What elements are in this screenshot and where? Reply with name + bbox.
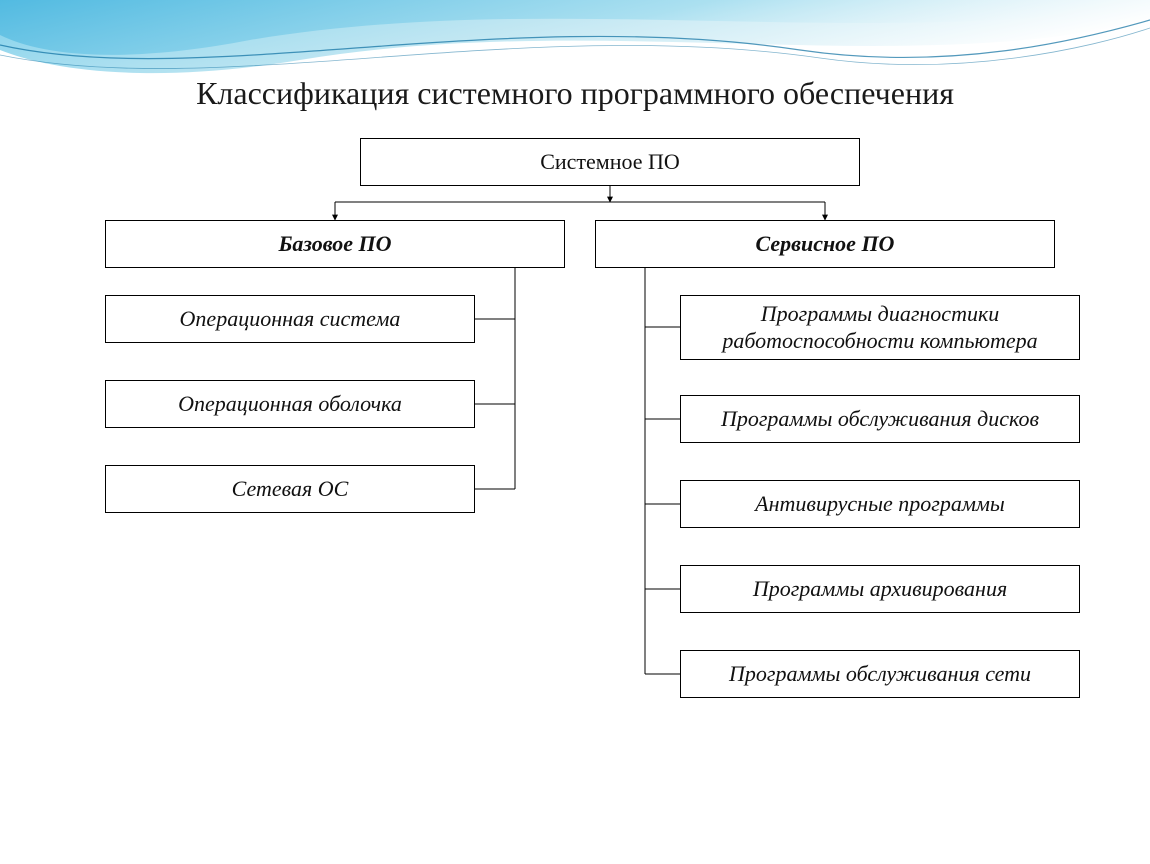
node-shell-label: Операционная оболочка (178, 391, 402, 417)
node-netserv: Программы обслуживания сети (680, 650, 1080, 698)
node-root: Системное ПО (360, 138, 860, 186)
node-os-label: Операционная система (180, 306, 401, 332)
node-root-label: Системное ПО (540, 149, 680, 175)
node-arch-label: Программы архивирования (753, 576, 1007, 602)
node-service: Сервисное ПО (595, 220, 1055, 268)
node-disk: Программы обслуживания дисков (680, 395, 1080, 443)
node-shell: Операционная оболочка (105, 380, 475, 428)
node-diag-label: Программы диагностики работоспособности … (689, 301, 1071, 354)
node-netos: Сетевая ОС (105, 465, 475, 513)
node-diag: Программы диагностики работоспособности … (680, 295, 1080, 360)
node-disk-label: Программы обслуживания дисков (721, 406, 1039, 432)
node-netos-label: Сетевая ОС (232, 476, 349, 502)
node-os: Операционная система (105, 295, 475, 343)
node-base-label: Базовое ПО (278, 231, 391, 257)
node-av: Антивирусные программы (680, 480, 1080, 528)
node-netserv-label: Программы обслуживания сети (729, 661, 1031, 687)
node-av-label: Антивирусные программы (755, 491, 1005, 517)
node-base: Базовое ПО (105, 220, 565, 268)
node-service-label: Сервисное ПО (756, 231, 895, 257)
node-arch: Программы архивирования (680, 565, 1080, 613)
slide-title: Классификация системного программного об… (0, 75, 1150, 112)
